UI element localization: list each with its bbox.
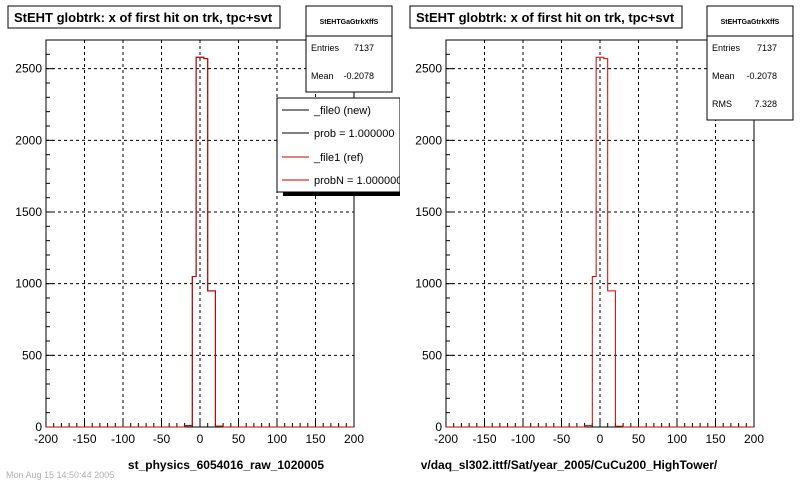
footer-timestamp: Mon Aug 15 14:50:44 2005 xyxy=(6,470,114,480)
left-panel: StEHT globtrk: x of first hit on trk, tp… xyxy=(6,5,403,480)
y-tick-label: 1000 xyxy=(415,277,442,291)
right-stats-mean-value: -0.2078 xyxy=(746,71,777,81)
x-tick-label: 100 xyxy=(267,432,287,446)
x-tick-label: 200 xyxy=(344,432,364,446)
panel-separator xyxy=(400,0,406,480)
y-tick-label: 1500 xyxy=(15,205,42,219)
y-tick-label: 0 xyxy=(435,420,442,434)
legend-label-probn: probN = 1.000000 xyxy=(314,175,402,187)
histogram-series-0 xyxy=(446,56,754,428)
y-tick-label: 500 xyxy=(22,348,42,362)
y-tick-label: 1000 xyxy=(15,277,42,291)
x-tick-label: 100 xyxy=(667,432,687,446)
right-panel: StEHT globtrk: x of first hit on trk, tp… xyxy=(409,5,794,472)
y-tick-label: 2000 xyxy=(415,133,442,147)
histogram-series-1 xyxy=(46,56,354,428)
right-title-box xyxy=(409,5,683,29)
x-tick-label: 150 xyxy=(705,432,725,446)
left-stats-mean-value: -0.2078 xyxy=(343,71,374,81)
x-tick-label: -100 xyxy=(111,432,135,446)
left-title-box xyxy=(7,5,281,29)
y-tick-label: 0 xyxy=(35,420,42,434)
x-tick-label: 200 xyxy=(744,432,764,446)
right-stats-name: StEHTGaGtrkXffS xyxy=(721,19,780,26)
right-stats-rms-label: RMS xyxy=(712,99,732,109)
x-tick-label: -150 xyxy=(72,432,96,446)
left-stats-box xyxy=(305,5,393,93)
right-stats-rms-value: 7.328 xyxy=(754,99,777,109)
y-tick-label: 2500 xyxy=(415,62,442,76)
y-tick-label: 2500 xyxy=(15,62,42,76)
right-stats-entries-label: Entries xyxy=(712,43,741,53)
y-tick-label: 2000 xyxy=(15,133,42,147)
left-stats-entries-label: Entries xyxy=(311,43,340,53)
legend-shadow xyxy=(283,192,403,196)
right-title: StEHT globtrk: x of first hit on trk, tp… xyxy=(416,10,675,25)
x-tick-label: -200 xyxy=(434,432,458,446)
x-tick-label: 0 xyxy=(597,432,604,446)
left-stats-mean-label: Mean xyxy=(311,71,334,81)
legend-label-ref: _file1 (ref) xyxy=(313,152,364,164)
x-tick-label: 0 xyxy=(197,432,204,446)
x-tick-label: -150 xyxy=(472,432,496,446)
right-stats-entries-value: 7137 xyxy=(757,43,777,53)
right-plot-area: -200 -150 -100 -50 0 50 100 150 2000500100015002… xyxy=(415,39,764,446)
right-stats-box xyxy=(706,5,794,121)
x-tick-label: -50 xyxy=(553,432,571,446)
x-tick-label: 150 xyxy=(305,432,325,446)
left-legend: _file0 (new) prob = 1.000000 _file1 (ref… xyxy=(276,97,403,196)
left-title: StEHT globtrk: x of first hit on trk, tp… xyxy=(14,10,273,25)
x-tick-label: 50 xyxy=(232,432,246,446)
x-tick-label: -50 xyxy=(153,432,171,446)
y-tick-label: 1500 xyxy=(415,205,442,219)
right-stats-mean-label: Mean xyxy=(712,71,735,81)
left-stats-name: StEHTGaGtrkXffS xyxy=(320,19,379,26)
x-tick-label: -200 xyxy=(34,432,58,446)
legend-label-new: _file0 (new) xyxy=(313,105,371,117)
right-x-axis-label: v/daq_sl302.ittf/Sat/year_2005/CuCu200_H… xyxy=(421,458,718,472)
left-x-axis-label: st_physics_6054016_raw_1020005 xyxy=(128,458,324,472)
x-tick-label: -100 xyxy=(511,432,535,446)
legend-label-prob: prob = 1.000000 xyxy=(314,128,394,140)
left-stats-entries-value: 7137 xyxy=(354,43,374,53)
x-tick-label: 50 xyxy=(632,432,646,446)
y-tick-label: 500 xyxy=(422,348,442,362)
